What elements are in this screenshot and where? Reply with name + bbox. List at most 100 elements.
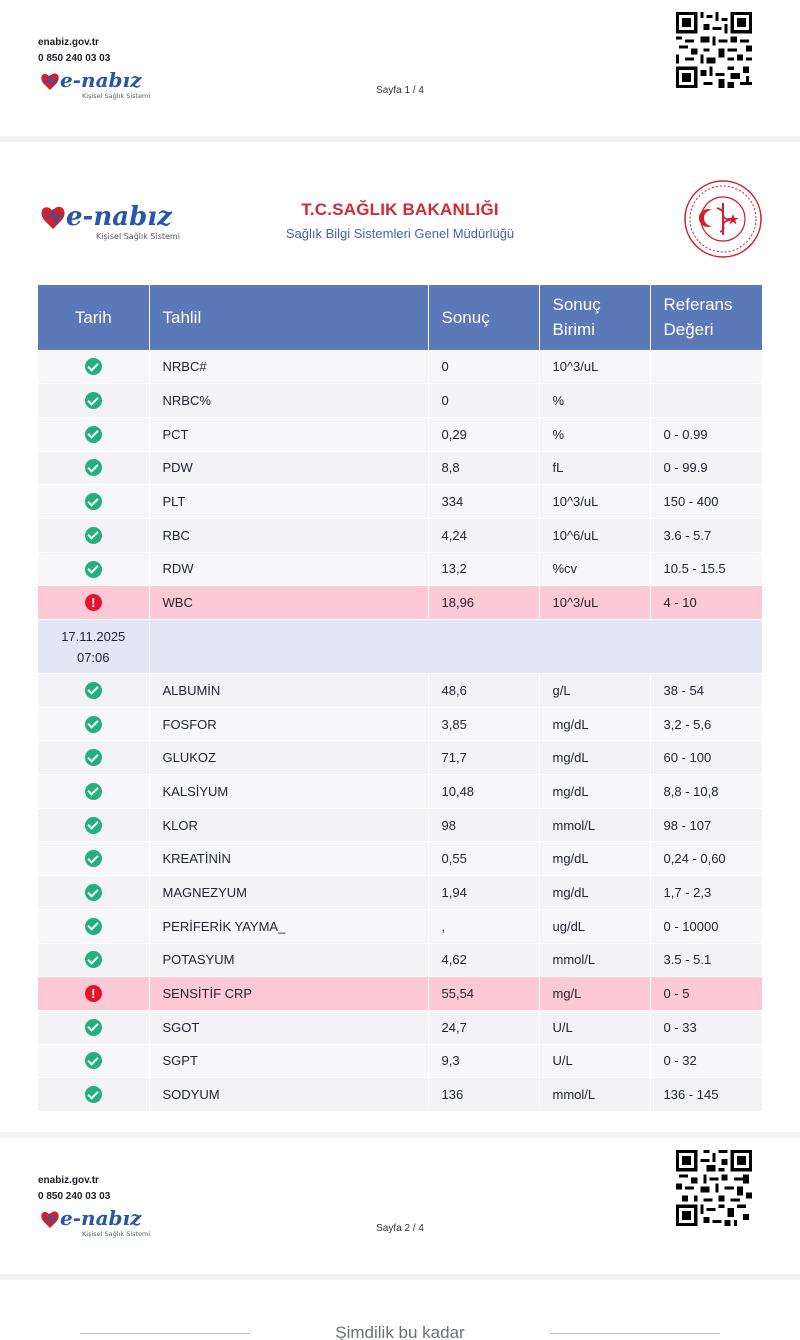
test-reference: 4 - 10 — [649, 585, 762, 620]
footer-site: enabiz.gov.tr — [38, 1175, 99, 1186]
enabiz-logo-icon: e-nabız Kişisel Sağlık Sistemi — [41, 68, 150, 100]
check-icon — [84, 560, 102, 578]
table-row: SODYUM 136 mmol/L 136 - 145 — [38, 1077, 762, 1112]
table-row: PERİFERİK YAYMA_, ug/dL 0 - 10000 — [38, 908, 762, 943]
check-icon — [84, 425, 102, 443]
test-unit: 10^3/uL — [538, 349, 650, 384]
test-name: KREATİNİN — [148, 841, 428, 876]
test-result: 9,3 — [427, 1043, 539, 1078]
ministry-seal-icon — [684, 180, 762, 258]
test-name: NRBC% — [148, 383, 428, 418]
test-reference: 0 - 33 — [649, 1009, 762, 1045]
status-cell — [38, 484, 149, 519]
test-result: 98 — [427, 807, 539, 842]
test-name: MAGNEZYUM — [148, 875, 428, 910]
test-name: WBC — [148, 585, 428, 620]
page-number: Sayfa 1 / 4 — [376, 85, 424, 96]
status-cell — [38, 349, 149, 384]
test-name: SGOT — [148, 1009, 428, 1045]
footer-phone: 0 850 240 03 03 — [38, 53, 111, 64]
status-cell — [38, 740, 149, 775]
test-unit: mg/dL — [538, 706, 650, 741]
test-name: NRBC# — [148, 349, 428, 384]
end-of-report: Şimdilik bu kadar — [0, 1280, 800, 1340]
test-result: 10,48 — [427, 774, 539, 809]
status-cell — [38, 551, 149, 586]
table-row: RBC 4,24 10^6/uL 3.6 - 5.7 — [38, 517, 762, 553]
status-cell — [38, 942, 149, 977]
test-reference: 3.6 - 5.7 — [649, 517, 762, 553]
page-footer-2: enabiz.gov.tr 0 850 240 03 03 e-nabız Ki… — [0, 1138, 800, 1274]
test-name: PCT — [148, 416, 428, 452]
sample-time: 07:06 — [76, 649, 110, 665]
table-row: KLOR 98 mmol/L 98 - 107 — [38, 807, 762, 842]
table-row: ! SENSİTİF CRP 55,54 mg/L 0 - 5 — [38, 976, 762, 1011]
test-reference: 10.5 - 15.5 — [649, 551, 762, 586]
table-row: SGOT 24,7 U/L 0 - 33 — [38, 1009, 762, 1045]
test-unit: mg/dL — [538, 740, 650, 775]
test-unit: % — [538, 416, 650, 452]
status-cell — [38, 450, 149, 485]
table-row: RDW 13,2 %cv 10.5 - 15.5 — [38, 551, 762, 586]
status-cell — [38, 517, 149, 553]
check-icon — [84, 951, 102, 969]
test-result: 13,2 — [427, 551, 539, 586]
check-icon — [84, 884, 102, 901]
test-unit: %cv — [538, 551, 650, 586]
svg-text:e-nabız: e-nabız — [60, 68, 142, 92]
check-icon — [84, 917, 102, 935]
check-icon — [84, 358, 102, 376]
test-result: , — [427, 908, 539, 943]
test-reference: 0 - 5 — [649, 976, 762, 1011]
test-name: KALSİYUM — [148, 774, 428, 809]
test-unit: 10^3/uL — [538, 585, 650, 620]
table-row: PDW 8,8 fL 0 - 99.9 — [38, 450, 762, 485]
test-name: PERİFERİK YAYMA_ — [148, 908, 428, 943]
test-reference: 3.5 - 5.1 — [649, 942, 762, 977]
test-name: SGPT — [148, 1043, 428, 1078]
status-cell: ! — [38, 976, 149, 1011]
ministry-subtitle: Sağlık Bilgi Sistemleri Genel Müdürlüğü — [285, 226, 515, 241]
results-table: Tarih Tahlil Sonuç Sonuç Birimi Referans… — [38, 285, 762, 1112]
table-row: SGPT 9,3 U/L 0 - 32 — [38, 1043, 762, 1078]
end-message: Şimdilik bu kadar — [335, 1323, 465, 1340]
page-number: Sayfa 2 / 4 — [376, 1223, 424, 1234]
test-reference: 150 - 400 — [649, 484, 762, 519]
test-result: 0,29 — [427, 416, 539, 452]
header-result: Sonuç — [427, 285, 539, 350]
header-unit: Sonuç Birimi — [538, 285, 650, 350]
check-icon — [84, 526, 102, 544]
table-row: FOSFOR 3,85 mg/dL 3,2 - 5,6 — [38, 706, 762, 741]
test-result: 18,96 — [427, 585, 539, 620]
check-icon — [84, 782, 102, 800]
svg-text:e-nabız: e-nabız — [60, 1206, 142, 1230]
footer-site: enabiz.gov.tr — [38, 37, 99, 48]
test-unit: % — [538, 383, 650, 418]
status-cell — [38, 875, 149, 910]
test-result: 1,94 — [427, 875, 539, 910]
test-unit: mg/dL — [538, 875, 650, 910]
header-reference: Referans Değeri — [649, 285, 762, 350]
table-row: MAGNEZYUM 1,94 mg/dL 1,7 - 2,3 — [38, 875, 762, 910]
table-row: POTASYUM 4,62 mmol/L 3.5 - 5.1 — [38, 942, 762, 977]
svg-text:Kişisel Sağlık Sistemi: Kişisel Sağlık Sistemi — [82, 1230, 150, 1238]
svg-text:Kişisel Sağlık Sistemi: Kişisel Sağlık Sistemi — [82, 92, 150, 100]
test-name: SODYUM — [148, 1077, 428, 1112]
check-icon — [84, 392, 102, 410]
alert-icon: ! — [84, 594, 102, 612]
header-date: Tarih — [38, 285, 149, 350]
check-icon — [84, 681, 102, 699]
svg-text:Kişisel Sağlık Sistemi: Kişisel Sağlık Sistemi — [96, 232, 180, 241]
test-result: 8,8 — [427, 450, 539, 485]
test-unit: mmol/L — [538, 1077, 650, 1112]
test-result: 48,6 — [427, 673, 539, 708]
date-group-row: 17.11.2025 07:06 — [38, 619, 762, 674]
status-cell — [38, 416, 149, 452]
table-row: ! WBC 18,96 10^3/uL 4 - 10 — [38, 585, 762, 620]
test-name: GLUKOZ — [148, 740, 428, 775]
divider-line — [550, 1333, 720, 1334]
check-icon — [84, 715, 102, 733]
status-cell — [38, 807, 149, 842]
table-row: NRBC% 0% — [38, 383, 762, 418]
page-footer-1: enabiz.gov.tr 0 850 240 03 03 e-nabız Ki… — [0, 0, 800, 136]
